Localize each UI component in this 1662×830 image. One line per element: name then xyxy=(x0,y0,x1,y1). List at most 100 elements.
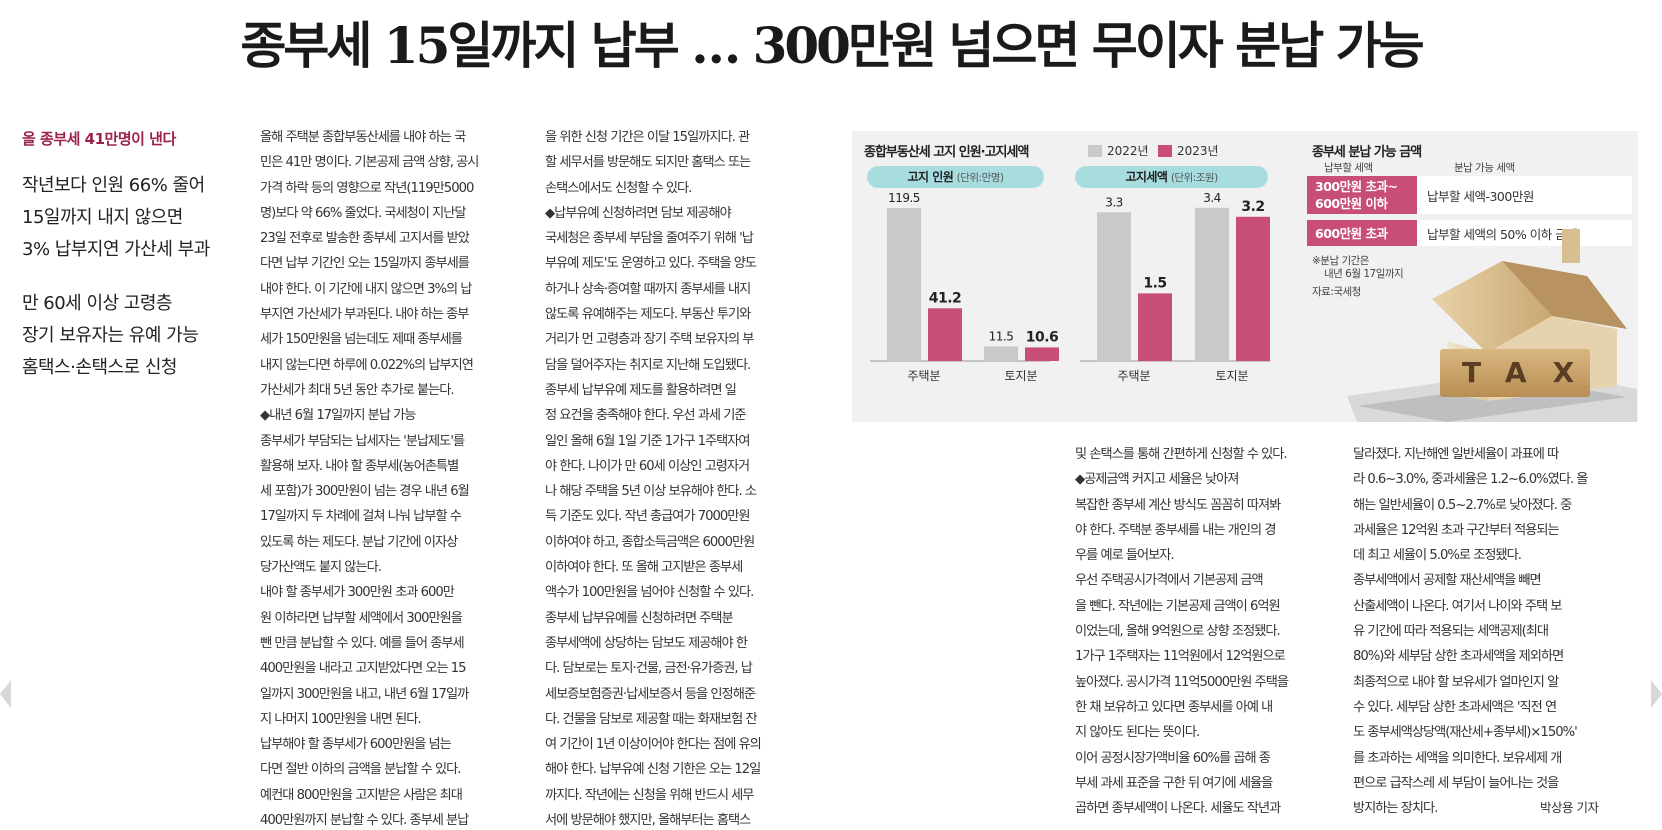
text-line: 높아졌다. 공시가격 11억5000만원 주택을 xyxy=(1075,674,1289,690)
text-line: 종부세액에서 공제할 재산세액을 빼면 xyxy=(1353,573,1542,589)
subhead-group-1: 작년보다 인원 66% 줄어 15일까지 내지 않으면 3% 납부지연 가산세 … xyxy=(22,170,252,266)
panel-2-unit: (단위:조원) xyxy=(1170,172,1218,184)
text-line: 명)보다 약 66% 줄었다. 국세청이 지난달 xyxy=(260,205,466,221)
text-line: 다. 건물을 담보로 제공할 때는 화재보험 잔 xyxy=(545,711,758,727)
legend-2022: 2022년 xyxy=(1088,142,1149,159)
headline: 종부세 15일까지 납부 … 300만원 넘으면 무이자 분납 가능 xyxy=(240,16,1424,75)
text-line: 정 요건을 충족해야 한다. 우선 과세 기준 xyxy=(545,408,746,424)
text-line: 1가구 1주택자는 11억원에서 12억원으로 xyxy=(1075,649,1286,665)
legend-label: 2023년 xyxy=(1177,144,1219,158)
tax-blocks: TAX xyxy=(1440,349,1590,397)
text-line: 종부세액에 상당하는 담보도 제공해야 한 xyxy=(545,635,748,651)
text-line: 부유예 제도'도 운영하고 있다. 주택을 양도 xyxy=(545,256,757,272)
tax-word: TAX xyxy=(1440,349,1590,397)
bar xyxy=(1138,293,1172,361)
text-line: 세 포함)가 300만원이 넘는 경우 내년 6월 xyxy=(260,484,470,500)
text-line: 해야 한다. 납부유예 신청 기한은 오는 12일 xyxy=(545,762,761,778)
text-line: 수 있다. 세부담 상한 초과세액은 '직전 연 xyxy=(1353,699,1557,715)
text-line: 가산세가 최대 5년 동안 추가로 붙는다. xyxy=(260,382,455,398)
category-label: 토지분 xyxy=(1215,369,1248,383)
text-line: 복잡한 종부세 계산 방식도 꼼꼼히 따져봐 xyxy=(1075,497,1281,513)
subhead-group-2: 만 60세 이상 고령층 장기 보유자는 유예 가능 홈택스·손택스로 신청 xyxy=(22,288,252,384)
text-line: 을 뺀다. 작년에는 기본공제 금액이 6억원 xyxy=(1075,598,1281,614)
category-label: 주택분 xyxy=(907,369,940,383)
installment-title: 종부세 분납 가능 금액 xyxy=(1312,145,1422,160)
text-line: 야 한다. 나이가 만 60세 이상인 고령자거 xyxy=(545,458,750,474)
text-line: 편으로 급작스레 세 부담이 늘어나는 것을 xyxy=(1353,775,1559,791)
text-line: 달라졌다. 지난해엔 일반세율이 과표에 따 xyxy=(1353,447,1559,462)
text-line: 이하여야 한다. 또 올해 고지받은 종부세 xyxy=(545,560,743,576)
text-line: 및 손택스를 통해 간편하게 신청할 수 있다. xyxy=(1075,447,1288,462)
text-line: 뺀 만큼 분납할 수 있다. 예를 들어 종부세 xyxy=(260,635,465,651)
text-line: 액수가 100만원을 넘어야 신청할 수 있다. xyxy=(545,585,754,601)
bar xyxy=(1097,212,1131,361)
panel-1-header: 고지 인원 (단위:만명) xyxy=(867,166,1044,188)
article-column-3: 및 손택스를 통해 간편하게 신청할 수 있다. ◆공제금액 커지고 세율은 낮아… xyxy=(1075,442,1330,821)
text-line: 한 채 보유하고 있다면 종부세를 아예 내 xyxy=(1075,699,1273,715)
legend-swatch xyxy=(1088,144,1102,157)
text-line: 과세율은 12억원 초과 구간부터 적용되는 xyxy=(1353,522,1560,538)
text-line: 당가산액도 붙지 않는다. xyxy=(260,560,382,576)
text-line: ◆내년 6월 17일까지 분납 가능 xyxy=(260,408,416,424)
text-line: 최종적으로 내야 할 보유세가 얼마인지 알 xyxy=(1353,674,1559,690)
text-line: 종부세가 부담되는 납세자는 '분납제도'를 xyxy=(260,433,465,449)
article-column-1: 올해 주택분 종합부동산세를 내야 하는 국 민은 41만 명이다. 기본공제 금… xyxy=(260,125,518,830)
text-line: 유 기간에 따라 적용되는 세액공제(최대 xyxy=(1353,624,1549,640)
installment-row1-left-a: 300만원 초과~ xyxy=(1315,179,1398,194)
next-page-arrow-icon[interactable] xyxy=(1651,680,1662,708)
text-line: 까지다. 작년에는 신청을 위해 반드시 세무 xyxy=(545,787,754,803)
text-line: 다. 담보로는 토지·건물, 금전·유가증권, 납 xyxy=(545,661,753,677)
text-line: 야 한다. 주택분 종부세를 내는 개인의 경 xyxy=(1075,522,1276,538)
subhead-line: 홈택스·손택스로 신청 xyxy=(22,357,177,378)
text-line: 서에 방문해야 했지만, 올해부터는 홈택스 xyxy=(545,813,751,829)
previous-page-arrow-icon[interactable] xyxy=(0,680,11,708)
text-line: 않도록 유예해주는 제도다. 부동산 투기와 xyxy=(545,307,751,323)
data-label: 119.5 xyxy=(888,191,920,205)
text-line: 을 위한 신청 기간은 이달 15일까지다. 관 xyxy=(545,130,750,145)
text-line: 다면 납부 기간인 오는 15일까지 종부세를 xyxy=(260,256,470,272)
panel-2-label: 고지세액 xyxy=(1125,170,1168,184)
data-label: 11.5 xyxy=(989,329,1014,343)
text-line: 부지연 가산세가 부과된다. 내야 하는 종부 xyxy=(260,307,469,323)
data-label: 41.2 xyxy=(929,290,962,306)
panel-1-label: 고지 인원 xyxy=(907,170,954,184)
text-line: 80%)와 세부담 상한 초과세액을 제외하면 xyxy=(1353,649,1564,665)
text-line: 이어 공정시장가액비율 60%를 곱해 종 xyxy=(1075,750,1271,766)
text-line: 23일 전후로 발송한 종부세 고지서를 받았 xyxy=(260,231,470,247)
text-line: 하거나 상속·증여할 때까지 종부세를 내지 xyxy=(545,281,751,297)
text-line: 종부세 납부유예를 신청하려면 주택분 xyxy=(545,610,734,626)
text-line: 원 이하라면 납부할 세액에서 300만원을 xyxy=(260,610,463,626)
bar xyxy=(928,308,962,361)
text-line: 거리가 먼 고령층과 장기 주택 보유자의 부 xyxy=(545,332,754,348)
data-label: 10.6 xyxy=(1026,329,1059,345)
text-line: 17일까지 두 차례에 걸쳐 나눠 납부할 수 xyxy=(260,509,462,525)
legend-label: 2022년 xyxy=(1107,144,1149,158)
subhead-lead: 올 종부세 41만명이 낸다 xyxy=(22,130,176,148)
subhead-line: 15일까지 내지 않으면 xyxy=(22,207,183,228)
text-line: 내야 한다. 이 기간에 내지 않으면 3%의 납 xyxy=(260,281,472,297)
text-line: 일인 올해 6월 1일 기준 1가구 1주택자여 xyxy=(545,433,751,449)
subhead-line: 작년보다 인원 66% 줄어 xyxy=(22,175,205,196)
installment-note-b: 내년 6월 17일까지 xyxy=(1324,268,1404,280)
category-label: 주택분 xyxy=(1117,369,1150,383)
text-line: 나 해당 주택을 5년 이상 보유해야 한다. 소 xyxy=(545,484,757,500)
data-label: 3.2 xyxy=(1241,199,1264,215)
infographic: 종합부동산세 고지 인원·고지세액 2022년 2023년 고지 인원 (단위:… xyxy=(852,131,1638,422)
panel-1-unit: (단위:만명) xyxy=(956,172,1004,184)
text-line: ◆납부유예 신청하려면 담보 제공해야 xyxy=(545,205,732,221)
text-line: ◆공제금액 커지고 세율은 낮아져 xyxy=(1075,472,1239,488)
installment-row2-left: 600만원 초과 xyxy=(1307,220,1417,246)
installment-col-left-head: 납부할 세액 xyxy=(1324,162,1373,174)
text-line: 다면 절반 이하의 금액을 분납할 수 있다. xyxy=(260,762,461,778)
bar xyxy=(1195,207,1229,361)
text-line: 400만원을 내라고 고지받았다면 오는 15 xyxy=(260,661,467,677)
text-line: 도 종부세액상당액(재산세+종부세)×150%' xyxy=(1353,725,1578,741)
text-line: 해는 일반세율이 0.5~2.7%로 낮아졌다. 중 xyxy=(1353,497,1572,513)
text-line: 지 나머지 100만원을 내면 된다. xyxy=(260,711,422,727)
text-line: 세보증보험증권·납세보증서 등을 인정해준 xyxy=(545,686,756,702)
text-line: 우를 예로 들어보자. xyxy=(1075,548,1175,564)
installment-col-right-head: 분납 가능 세액 xyxy=(1454,162,1515,174)
installment-row1-left: 300만원 초과~ 600만원 이하 xyxy=(1307,176,1417,214)
text-line: 부세 과세 표준을 구한 뒤 여기에 세율을 xyxy=(1075,775,1273,791)
